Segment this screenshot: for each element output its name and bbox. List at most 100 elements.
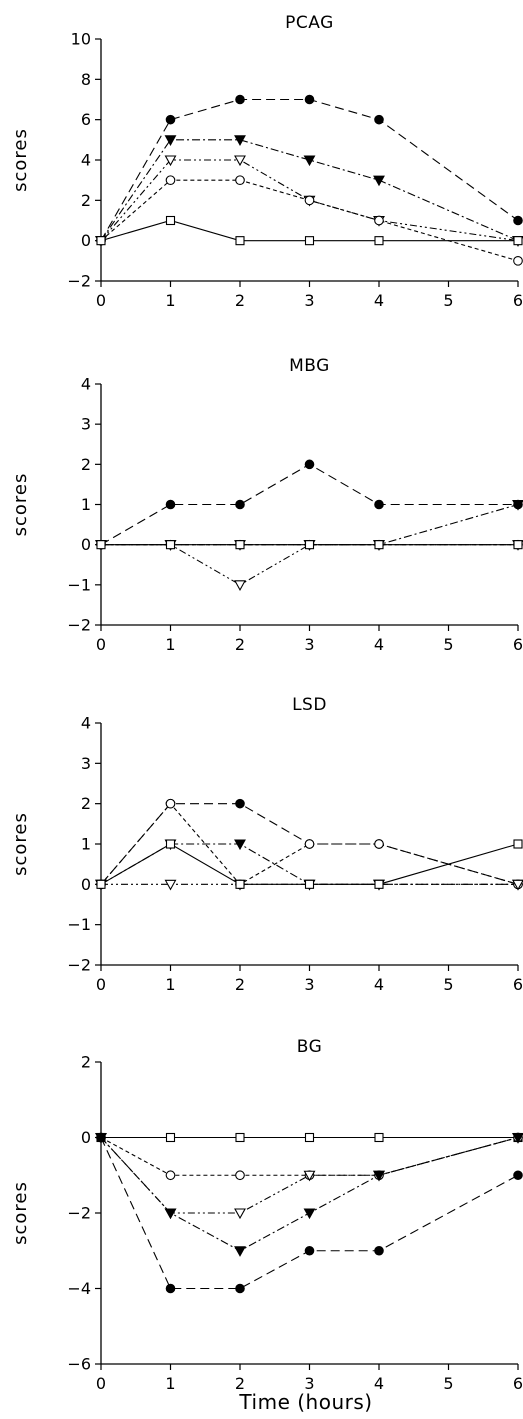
data-point-filled-triangle-down (234, 135, 246, 146)
y-tick-label: 0 (81, 231, 91, 250)
x-axis-label: Time (hours) (238, 1390, 372, 1414)
data-point-open-square (304, 540, 315, 550)
y-tick-label: −1 (67, 575, 91, 594)
series-line-filled-circle (100, 98, 519, 241)
series-line-filled-triangle-down (100, 843, 518, 885)
data-point-open-square (96, 236, 106, 246)
y-tick-label: −2 (67, 1204, 91, 1223)
panel-mbg: MBG −2 −1 0 1 2 3 4 0 1 2 3 4 5 6 scores (10, 356, 523, 654)
data-point-open-square (304, 1132, 315, 1143)
x-tick-label: 6 (513, 975, 523, 994)
data-point-filled-triangle-down (303, 1208, 316, 1220)
data-point-filled-circle (513, 215, 523, 226)
data-point-open-circle (374, 215, 384, 226)
y-tick-label: 2 (81, 455, 91, 474)
y-tick-label: 8 (81, 70, 91, 89)
series-line-filled-triangle-down (100, 139, 519, 242)
x-tick-label: 3 (304, 291, 314, 310)
data-point-filled-circle (235, 499, 245, 510)
data-point-open-square (513, 540, 523, 550)
panel-lsd: LSD −2 −1 0 1 2 3 4 0 1 2 3 4 5 6 scores (10, 695, 523, 994)
x-tick-label: 6 (513, 635, 523, 654)
data-point-open-triangle-down (512, 879, 523, 891)
x-tick-label: 5 (443, 1374, 453, 1393)
data-point-filled-triangle-down (234, 839, 246, 851)
data-point-open-square (165, 540, 176, 550)
y-tick-label: 4 (81, 375, 91, 394)
x-tick-label: 2 (235, 975, 245, 994)
x-tick-label: 0 (96, 975, 106, 994)
data-point-filled-circle (513, 1170, 523, 1181)
y-tick-label: 3 (81, 754, 91, 773)
y-tick-label: −2 (67, 956, 91, 975)
data-point-filled-triangle-down (234, 1246, 246, 1257)
data-point-open-square (235, 236, 245, 246)
data-point-open-triangle-down (303, 1170, 316, 1182)
series-line-open-circle (100, 179, 519, 262)
data-point-filled-triangle-down (303, 155, 316, 167)
x-tick-label: 0 (96, 291, 106, 310)
y-tick-label: 4 (81, 151, 91, 170)
panel-title: PCAG (285, 13, 334, 33)
data-point-filled-circle (304, 94, 315, 105)
data-point-open-square (165, 215, 176, 226)
series-line-filled-circle (100, 803, 519, 885)
x-tick-label: 2 (235, 1374, 245, 1393)
y-axis-label: scores (10, 128, 31, 192)
series-line-filled-triangle-down (101, 503, 519, 546)
data-point-open-circle (304, 195, 315, 206)
data-point-open-circle (513, 255, 523, 266)
y-tick-label: −2 (67, 616, 91, 635)
y-tick-label: 4 (81, 714, 91, 733)
data-point-open-square (374, 1132, 384, 1143)
x-tick-label: 1 (165, 291, 175, 310)
x-tick-label: 0 (96, 635, 106, 654)
data-point-open-circle (165, 1170, 176, 1181)
data-point-open-square (304, 236, 315, 246)
data-point-filled-triangle-down (164, 135, 177, 146)
panel-title: LSD (292, 695, 327, 715)
data-point-open-square (96, 879, 106, 889)
y-tick-label: 2 (81, 1053, 91, 1072)
data-point-filled-triangle-down (373, 175, 385, 187)
data-point-open-square (374, 236, 384, 246)
x-tick-label: 3 (304, 1374, 314, 1393)
data-point-open-square (513, 236, 523, 246)
x-tick-label: 1 (165, 1374, 175, 1393)
data-point-filled-circle (304, 1245, 315, 1256)
data-point-filled-circle (235, 1283, 245, 1294)
data-point-filled-circle (165, 499, 176, 510)
data-point-open-triangle-down (234, 1208, 246, 1220)
y-tick-label: −6 (67, 1355, 91, 1374)
x-tick-label: 4 (374, 975, 384, 994)
y-axis-label: scores (10, 1181, 31, 1245)
y-tick-label: 10 (71, 30, 91, 49)
data-point-open-circle (235, 175, 245, 186)
x-tick-label: 2 (235, 635, 245, 654)
data-point-filled-circle (165, 1283, 176, 1294)
y-tick-label: 0 (81, 535, 91, 554)
data-point-open-triangle-down (234, 155, 246, 167)
data-point-open-circle (374, 839, 384, 849)
data-point-filled-triangle-down (373, 1170, 385, 1182)
data-point-filled-triangle-down (512, 499, 523, 511)
data-point-filled-circle (304, 459, 315, 470)
x-tick-label: 5 (443, 291, 453, 310)
data-point-open-square (165, 839, 176, 849)
data-point-open-square (235, 879, 245, 889)
y-tick-label: −2 (67, 272, 91, 291)
data-point-filled-circle (235, 94, 245, 105)
y-tick-label: 2 (81, 191, 91, 210)
data-point-open-circle (165, 798, 176, 809)
x-tick-label: 0 (96, 1374, 106, 1393)
y-tick-label: 0 (81, 1128, 91, 1147)
series-line-open-circle (100, 802, 519, 886)
y-tick-label: 2 (81, 794, 91, 813)
data-point-open-square (513, 839, 523, 849)
panel-title: BG (297, 1037, 323, 1057)
y-tick-label: −1 (67, 915, 91, 934)
x-tick-label: 2 (235, 291, 245, 310)
data-point-filled-circle (96, 1132, 106, 1143)
x-tick-label: 4 (374, 635, 384, 654)
